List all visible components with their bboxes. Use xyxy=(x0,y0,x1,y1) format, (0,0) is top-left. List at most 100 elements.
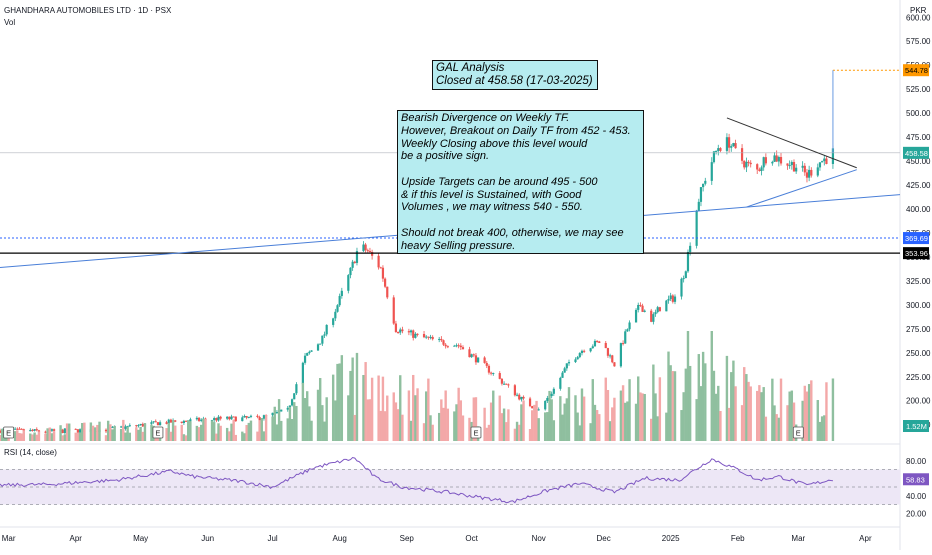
volume-bar xyxy=(760,392,763,441)
volume-bar xyxy=(611,407,614,441)
rsi-value-bg xyxy=(903,473,929,486)
candle-body xyxy=(338,296,341,306)
candle-body xyxy=(583,350,586,352)
candle-body xyxy=(182,420,185,424)
candle-body xyxy=(368,250,372,252)
volume-bar xyxy=(680,410,683,441)
volume-bar xyxy=(725,355,729,441)
volume-bar xyxy=(46,428,49,441)
volume-bar xyxy=(606,390,610,441)
candle-body xyxy=(453,345,456,347)
volume-bar xyxy=(306,391,309,441)
candle-body xyxy=(513,385,517,396)
candle-body xyxy=(591,346,594,349)
volume-bar xyxy=(786,405,789,441)
candle-body xyxy=(743,160,746,168)
volume-bar xyxy=(323,421,326,441)
volume-bar xyxy=(673,371,677,441)
volume-bar xyxy=(474,397,478,441)
time-tick: Jul xyxy=(267,534,277,543)
candle-body xyxy=(128,425,131,427)
volume-bar xyxy=(31,434,34,441)
candle-body xyxy=(758,169,761,171)
volume-bar xyxy=(820,416,824,441)
volume-bar xyxy=(171,420,175,441)
volume-bar xyxy=(22,430,25,441)
volume-bar xyxy=(368,399,372,441)
candle-body xyxy=(412,330,415,338)
volume-bar xyxy=(559,396,562,441)
volume-bar xyxy=(362,374,365,441)
volume-bar xyxy=(336,363,339,441)
candle-body xyxy=(232,416,235,418)
volume-bar xyxy=(457,387,460,441)
candle-body xyxy=(379,267,382,269)
volume-bar xyxy=(122,419,125,441)
candle-body xyxy=(308,351,311,354)
volume-bar xyxy=(18,433,21,441)
price-tick: 400.00 xyxy=(906,205,931,214)
candle-body xyxy=(639,304,642,306)
volume-bar xyxy=(719,410,722,441)
candle-body xyxy=(654,312,657,315)
candle-body xyxy=(247,416,250,418)
target-price-label-bg xyxy=(903,64,929,77)
price-tick: 200.00 xyxy=(906,397,931,406)
volume-bar xyxy=(717,385,720,441)
volume-bar xyxy=(280,420,283,441)
volume-bar xyxy=(695,399,698,441)
earnings-marker xyxy=(792,426,804,439)
candle-body xyxy=(44,431,47,433)
candle-body xyxy=(695,210,698,246)
volume-bar xyxy=(137,429,140,441)
trendline-1 xyxy=(726,117,857,169)
candle-body xyxy=(197,417,201,421)
volume-bar xyxy=(126,426,129,441)
candle-body xyxy=(184,420,188,422)
candle-body xyxy=(816,167,819,176)
candle-body xyxy=(18,428,21,430)
candle-body xyxy=(658,307,661,312)
price-tick: 600.00 xyxy=(906,13,931,22)
candle-body xyxy=(831,148,835,164)
candle-body xyxy=(200,419,203,421)
candle-body xyxy=(474,355,478,363)
candle-body xyxy=(760,167,763,171)
volume-bar xyxy=(745,374,748,441)
candle-body xyxy=(104,429,108,432)
earnings-marker xyxy=(470,426,482,439)
candle-body xyxy=(280,409,283,412)
candle-body xyxy=(818,162,822,168)
volume-bar xyxy=(392,392,395,441)
volume-bar xyxy=(318,378,322,441)
volume-bar xyxy=(210,420,214,441)
earnings-marker-label: E xyxy=(6,429,11,438)
volume-bar xyxy=(446,408,450,441)
volume-bar xyxy=(440,399,443,441)
volume-bar xyxy=(366,399,369,441)
candle-body xyxy=(608,355,612,357)
volume-bar xyxy=(498,395,501,441)
price-tick: 475.00 xyxy=(906,133,931,142)
volume-bar xyxy=(260,418,263,441)
candle-body xyxy=(150,422,153,424)
volume-bar xyxy=(775,414,778,441)
volume-bar xyxy=(650,418,653,441)
volume-bar xyxy=(803,385,807,441)
candle-body xyxy=(366,250,369,252)
volume-bar xyxy=(431,424,434,441)
candle-body xyxy=(347,275,350,291)
candle-body xyxy=(394,323,398,332)
volume-bar xyxy=(580,388,584,441)
volume-bar xyxy=(656,416,659,441)
volume-bar xyxy=(273,406,276,441)
candle-body xyxy=(158,422,162,426)
candle-body xyxy=(0,430,2,433)
candle-body xyxy=(502,383,506,385)
candle-body xyxy=(256,415,259,417)
volume-bar xyxy=(308,406,311,441)
candle-body xyxy=(334,311,337,319)
price-tick: 425.00 xyxy=(906,181,931,190)
